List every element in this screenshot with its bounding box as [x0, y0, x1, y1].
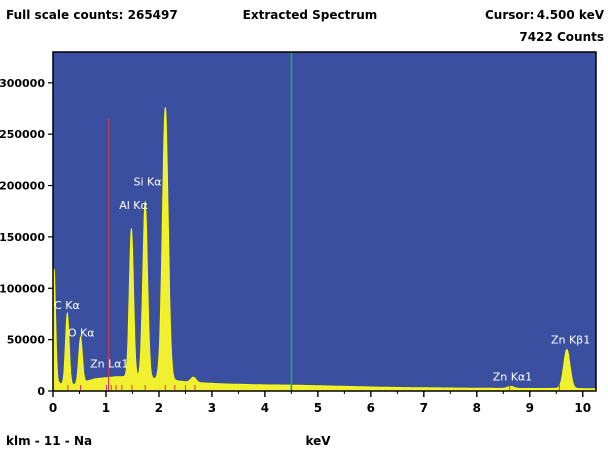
x-tick-label: 7 [420, 401, 428, 415]
x-tick-label: 6 [367, 401, 375, 415]
peak-label: Zn Kβ1 [551, 334, 590, 347]
y-tick-label: 0 [37, 385, 45, 398]
y-tick-label: 300000 [0, 77, 45, 90]
plot-frame [52, 51, 597, 392]
x-tick-label: 10 [574, 401, 591, 415]
x-axis-label: keV [305, 434, 331, 448]
peak-label: O Kα [68, 327, 95, 340]
y-tick-label: 50000 [7, 334, 46, 347]
y-tick-label: 250000 [0, 128, 45, 141]
full-scale-counts: Full scale counts: 265497 [6, 8, 178, 22]
peak-label: Al Kα [119, 199, 148, 212]
peak-label: Zn Lα1 [90, 357, 128, 370]
cursor-label: Cursor: [485, 8, 534, 22]
peak-label: C Kα [54, 299, 80, 312]
peak-label: Si Kα [134, 176, 162, 189]
y-tick-label: 100000 [0, 282, 45, 295]
x-tick-label: 3 [208, 401, 216, 415]
chart-title: Extracted Spectrum [243, 8, 378, 22]
x-tick-label: 8 [473, 401, 481, 415]
cursor-kev-readout: 4.500 keV [537, 8, 605, 22]
marker-layer [67, 52, 560, 391]
x-tick-label: 5 [314, 401, 322, 415]
x-tick-label: 1 [102, 401, 110, 415]
cursor-counts-readout: 7422 Counts [519, 30, 604, 44]
x-tick-label: 0 [49, 401, 57, 415]
peak-label-layer: C Kα O Kα Zn Lα1 Al Kα Si Kα Zn Kα1 Zn Kβ1 [54, 176, 590, 384]
x-tick-label: 4 [261, 401, 269, 415]
y-tick-label: 200000 [0, 180, 45, 193]
peak-label: Zn Kα1 [493, 371, 532, 384]
spectrum-layer [52, 107, 597, 392]
spectrum-series [52, 107, 597, 392]
y-tick-label: 150000 [0, 231, 45, 244]
x-tick-label: 2 [155, 401, 163, 415]
x-tick-label: 9 [526, 401, 534, 415]
sample-label: klm - 11 - Na [6, 434, 92, 448]
axis-layer: 0 50000 100000 150000 200000 250000 300000 0 1 2 3… [0, 51, 597, 415]
